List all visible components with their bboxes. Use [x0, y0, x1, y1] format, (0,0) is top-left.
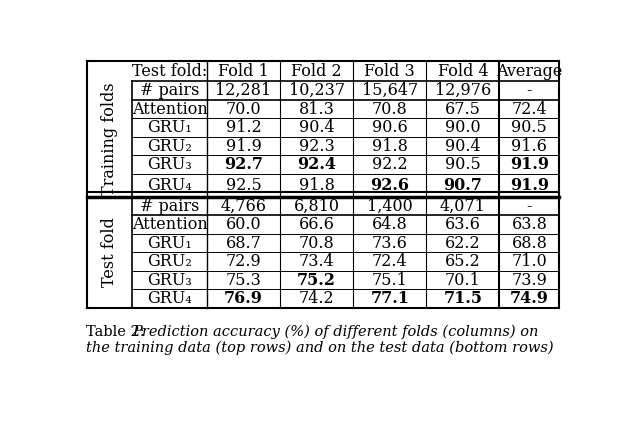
- Text: 91.9: 91.9: [510, 156, 549, 173]
- Text: 91.6: 91.6: [512, 138, 547, 155]
- Text: 15,647: 15,647: [362, 82, 418, 99]
- Text: GRU₄: GRU₄: [147, 290, 192, 307]
- Text: Training folds: Training folds: [101, 82, 118, 196]
- Text: 92.5: 92.5: [226, 177, 261, 194]
- Text: Fold 4: Fold 4: [438, 63, 488, 80]
- Text: 92.7: 92.7: [224, 156, 263, 173]
- Text: 64.8: 64.8: [372, 216, 408, 233]
- Text: Table 2:: Table 2:: [86, 325, 150, 339]
- Text: 10,237: 10,237: [289, 82, 345, 99]
- Text: 1,400: 1,400: [367, 198, 413, 215]
- Text: 63.8: 63.8: [512, 216, 547, 233]
- Text: Test fold: Test fold: [101, 217, 118, 287]
- Text: 91.9: 91.9: [226, 138, 261, 155]
- Text: 68.8: 68.8: [512, 235, 547, 252]
- Text: 67.5: 67.5: [445, 101, 481, 118]
- Text: 70.8: 70.8: [372, 101, 408, 118]
- Text: 90.4: 90.4: [299, 119, 335, 136]
- Text: 62.2: 62.2: [445, 235, 481, 252]
- Text: Fold 1: Fold 1: [218, 63, 269, 80]
- Text: -: -: [527, 198, 532, 215]
- Text: 90.5: 90.5: [512, 119, 547, 136]
- Text: 70.1: 70.1: [445, 271, 481, 289]
- Text: 92.2: 92.2: [372, 156, 408, 173]
- Text: -: -: [527, 82, 532, 99]
- Text: 90.0: 90.0: [445, 119, 481, 136]
- Text: GRU₃: GRU₃: [147, 271, 192, 289]
- Text: Prediction accuracy (%) of different folds (columns) on: Prediction accuracy (%) of different fol…: [132, 325, 538, 339]
- Text: 12,281: 12,281: [215, 82, 272, 99]
- Text: # pairs: # pairs: [140, 198, 199, 215]
- Text: Attention: Attention: [132, 216, 207, 233]
- Text: Average: Average: [496, 63, 563, 80]
- Text: 91.9: 91.9: [510, 177, 549, 194]
- Text: 6,810: 6,810: [294, 198, 340, 215]
- Text: 68.7: 68.7: [226, 235, 261, 252]
- Text: 74.2: 74.2: [299, 290, 335, 307]
- Text: 91.2: 91.2: [226, 119, 261, 136]
- Text: 91.8: 91.8: [372, 138, 408, 155]
- Text: GRU₂: GRU₂: [147, 253, 192, 270]
- Text: 90.7: 90.7: [444, 177, 483, 194]
- Text: 12,976: 12,976: [435, 82, 491, 99]
- Text: 63.6: 63.6: [445, 216, 481, 233]
- Text: # pairs: # pairs: [140, 82, 199, 99]
- Text: 72.9: 72.9: [226, 253, 261, 270]
- Text: 73.6: 73.6: [372, 235, 408, 252]
- Text: 90.5: 90.5: [445, 156, 481, 173]
- Text: 60.0: 60.0: [226, 216, 261, 233]
- Text: Fold 2: Fold 2: [291, 63, 342, 80]
- Text: GRU₃: GRU₃: [147, 156, 192, 173]
- Text: the training data (top rows) and on the test data (bottom rows): the training data (top rows) and on the …: [86, 340, 554, 354]
- Text: 90.4: 90.4: [445, 138, 481, 155]
- Text: 91.8: 91.8: [299, 177, 335, 194]
- Text: 73.9: 73.9: [512, 271, 547, 289]
- Text: Test fold:: Test fold:: [132, 63, 207, 80]
- Text: 4,071: 4,071: [440, 198, 486, 215]
- Text: 65.2: 65.2: [445, 253, 481, 270]
- Text: 75.2: 75.2: [297, 271, 336, 289]
- Text: GRU₂: GRU₂: [147, 138, 192, 155]
- Text: 75.1: 75.1: [372, 271, 408, 289]
- Text: 73.4: 73.4: [299, 253, 335, 270]
- Text: 74.9: 74.9: [510, 290, 549, 307]
- Text: 72.4: 72.4: [372, 253, 408, 270]
- Text: 81.3: 81.3: [299, 101, 335, 118]
- Text: 70.8: 70.8: [299, 235, 335, 252]
- Text: GRU₁: GRU₁: [147, 235, 192, 252]
- Text: 92.3: 92.3: [299, 138, 335, 155]
- Text: 71.0: 71.0: [512, 253, 547, 270]
- Text: Attention: Attention: [132, 101, 207, 118]
- Text: 92.4: 92.4: [297, 156, 336, 173]
- Text: 90.6: 90.6: [372, 119, 408, 136]
- Text: 76.9: 76.9: [224, 290, 263, 307]
- Text: 71.5: 71.5: [444, 290, 483, 307]
- Text: GRU₄: GRU₄: [147, 177, 192, 194]
- Text: 70.0: 70.0: [226, 101, 261, 118]
- Text: GRU₁: GRU₁: [147, 119, 192, 136]
- Text: Fold 3: Fold 3: [364, 63, 415, 80]
- Text: 77.1: 77.1: [370, 290, 410, 307]
- Text: 92.6: 92.6: [370, 177, 410, 194]
- Text: 66.6: 66.6: [299, 216, 335, 233]
- Text: 4,766: 4,766: [220, 198, 266, 215]
- Text: 72.4: 72.4: [512, 101, 547, 118]
- Text: 75.3: 75.3: [226, 271, 261, 289]
